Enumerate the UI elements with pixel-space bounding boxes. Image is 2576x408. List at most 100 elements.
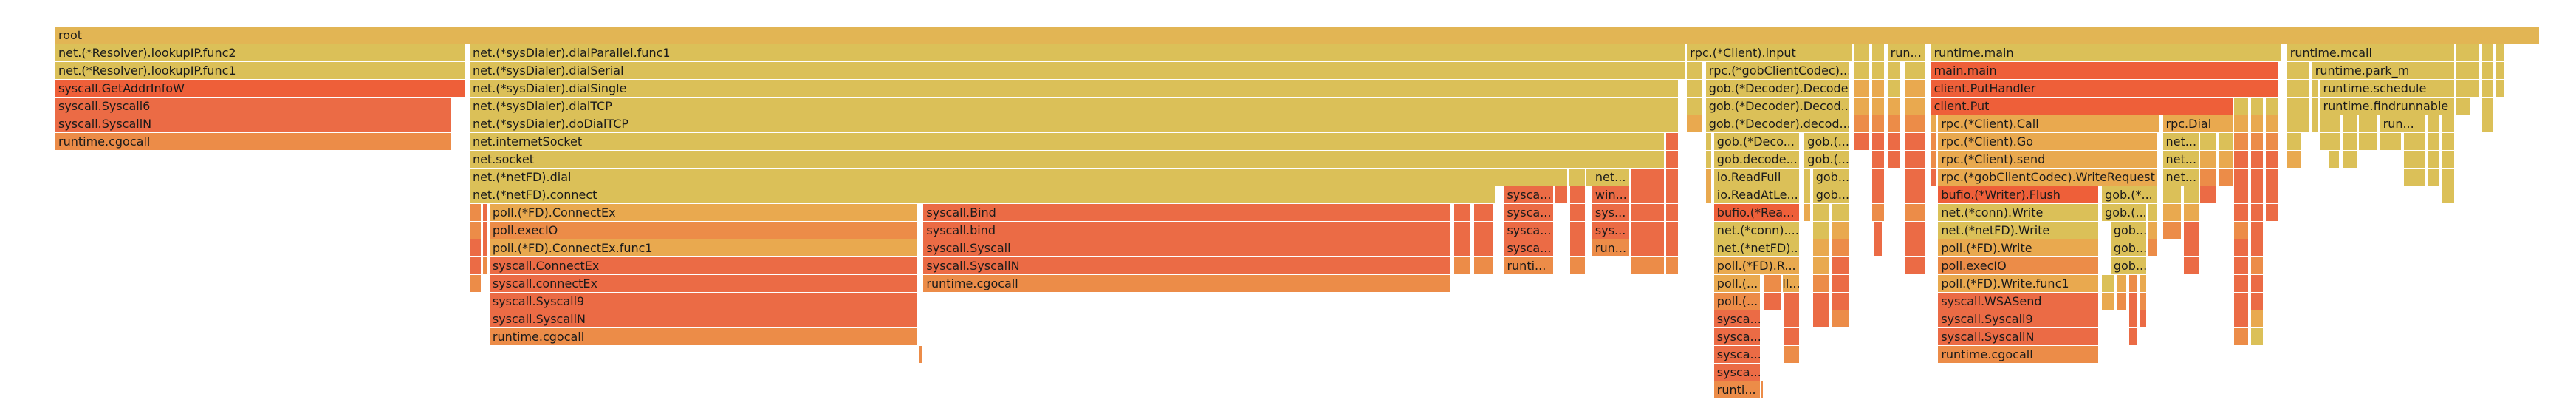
stack-frame[interactable]: sys... <box>1592 222 1631 239</box>
stack-frame-narrow[interactable] <box>1931 133 1938 151</box>
stack-frame[interactable]: win... <box>1592 186 1631 204</box>
stack-frame[interactable]: sysca... <box>1713 364 1761 381</box>
stack-frame-narrow[interactable] <box>1871 133 1886 151</box>
stack-frame-narrow[interactable] <box>1871 115 1886 133</box>
stack-frame-narrow[interactable] <box>482 222 490 239</box>
stack-frame-narrow[interactable] <box>2442 169 2456 186</box>
stack-frame-narrow[interactable] <box>1854 133 1871 151</box>
stack-frame[interactable]: run... <box>2380 115 2427 133</box>
stack-frame-narrow[interactable] <box>2129 328 2138 346</box>
stack-frame-narrow[interactable] <box>1904 239 1927 257</box>
stack-frame-narrow[interactable] <box>1854 115 1871 133</box>
stack-frame[interactable]: sysca... <box>1504 204 1555 222</box>
stack-frame-narrow[interactable] <box>1764 275 1783 293</box>
stack-frame-narrow[interactable] <box>1687 62 1703 80</box>
stack-frame-narrow[interactable] <box>2442 151 2456 169</box>
stack-frame-narrow[interactable] <box>2286 80 2311 98</box>
stack-frame-narrow[interactable] <box>2403 169 2427 186</box>
stack-frame-narrow[interactable] <box>2427 151 2442 169</box>
stack-frame-narrow[interactable] <box>1631 204 1665 222</box>
stack-frame[interactable]: rpc.(*gobClientCodec)... <box>1705 62 1850 80</box>
stack-frame-narrow[interactable] <box>2250 115 2265 133</box>
stack-frame[interactable]: gob.decode... <box>1713 151 1801 169</box>
stack-frame-narrow[interactable] <box>2312 80 2320 98</box>
stack-frame[interactable]: client.Put <box>1931 98 2235 115</box>
stack-frame-narrow[interactable] <box>2286 62 2311 80</box>
stack-frame-narrow[interactable] <box>2234 293 2250 310</box>
stack-frame-narrow[interactable] <box>1812 275 1830 293</box>
stack-frame[interactable]: runtime.schedule <box>2320 80 2456 98</box>
stack-frame[interactable]: syscall.Syscall9 <box>1938 310 2100 328</box>
stack-frame[interactable]: syscall.Syscall9 <box>489 293 919 310</box>
stack-frame-narrow[interactable] <box>482 257 490 275</box>
stack-frame-narrow[interactable] <box>469 275 483 293</box>
stack-frame-narrow[interactable] <box>2184 222 2200 239</box>
stack-frame[interactable]: net.(*Resolver).lookupIP.func1 <box>55 62 467 80</box>
stack-frame-narrow[interactable] <box>2162 204 2183 222</box>
stack-frame-narrow[interactable] <box>1874 239 1883 257</box>
stack-frame-narrow[interactable] <box>1904 133 1927 151</box>
stack-frame-narrow[interactable] <box>1784 293 1801 310</box>
stack-frame-narrow[interactable] <box>2286 151 2302 169</box>
stack-frame[interactable]: rpc.(*Client).send <box>1938 151 2159 169</box>
stack-frame-narrow[interactable] <box>2234 115 2250 133</box>
stack-frame[interactable]: net.(*netFD).Write <box>1938 222 2100 239</box>
stack-frame-narrow[interactable] <box>2234 133 2250 151</box>
stack-frame-narrow[interactable] <box>2403 151 2427 169</box>
stack-frame-narrow[interactable] <box>2456 44 2481 62</box>
stack-frame-narrow[interactable] <box>2250 239 2265 257</box>
stack-frame-narrow[interactable] <box>2427 169 2442 186</box>
stack-frame-narrow[interactable] <box>1705 186 1713 204</box>
stack-frame-narrow[interactable] <box>2219 169 2235 186</box>
stack-frame-narrow[interactable] <box>1454 257 1473 275</box>
stack-frame-narrow[interactable] <box>1887 98 1902 115</box>
stack-frame-narrow[interactable] <box>1631 169 1665 186</box>
stack-frame[interactable]: syscall.ConnectEx <box>489 257 919 275</box>
stack-frame[interactable]: sysca... <box>1504 186 1555 204</box>
stack-frame[interactable]: net.(*sysDialer).dialSingle <box>469 80 1680 98</box>
stack-frame[interactable]: net.(*netFD).dial <box>469 169 1665 186</box>
stack-frame[interactable]: gob.(... <box>2102 204 2148 222</box>
stack-frame[interactable]: sysca... <box>1504 239 1555 257</box>
stack-frame-narrow[interactable] <box>469 204 483 222</box>
stack-frame-narrow[interactable] <box>1761 381 1765 399</box>
stack-frame-narrow[interactable] <box>1631 222 1665 239</box>
stack-frame-narrow[interactable] <box>1474 204 1495 222</box>
stack-frame[interactable]: net.internetSocket <box>469 133 1665 151</box>
stack-frame[interactable]: runtime.cgocall <box>489 328 919 346</box>
stack-frame-narrow[interactable] <box>1832 204 1850 222</box>
stack-frame[interactable]: syscall.WSASend <box>1938 293 2100 310</box>
stack-frame-narrow[interactable] <box>1665 204 1680 222</box>
stack-frame-narrow[interactable] <box>1854 44 1871 62</box>
stack-frame-narrow[interactable] <box>2184 257 2200 275</box>
stack-frame-narrow[interactable] <box>2199 186 2218 204</box>
stack-frame-narrow[interactable] <box>2250 310 2265 328</box>
stack-frame[interactable]: sysca... <box>1713 310 1761 328</box>
stack-frame[interactable]: gob.(... <box>1804 133 1850 151</box>
stack-frame-narrow[interactable] <box>1904 257 1927 275</box>
stack-frame-narrow[interactable] <box>2219 151 2235 169</box>
stack-frame[interactable]: runtime.cgocall <box>1938 346 2100 364</box>
stack-frame[interactable]: poll.execIO <box>1938 257 2100 275</box>
stack-frame-narrow[interactable] <box>2250 169 2265 186</box>
stack-frame[interactable]: syscall.SyscallN <box>1938 328 2100 346</box>
stack-frame-narrow[interactable] <box>2266 151 2280 169</box>
stack-frame[interactable]: gob... <box>2110 239 2148 257</box>
stack-frame-narrow[interactable] <box>2234 239 2250 257</box>
stack-frame-narrow[interactable] <box>2456 98 2471 115</box>
stack-frame-narrow[interactable] <box>1569 257 1586 275</box>
stack-frame-narrow[interactable] <box>1812 239 1830 257</box>
stack-frame-narrow[interactable] <box>1665 133 1680 151</box>
stack-frame-narrow[interactable] <box>1812 257 1830 275</box>
stack-frame-narrow[interactable] <box>1854 98 1871 115</box>
stack-frame-narrow[interactable] <box>469 222 483 239</box>
stack-frame[interactable]: rpc.Dial <box>2162 115 2235 133</box>
stack-frame-narrow[interactable] <box>1665 257 1680 275</box>
stack-frame[interactable]: gob.(*Decoder).decod... <box>1705 115 1850 133</box>
stack-frame-narrow[interactable] <box>2481 98 2495 115</box>
stack-frame-narrow[interactable] <box>1784 310 1801 328</box>
stack-frame-narrow[interactable] <box>1474 257 1495 275</box>
stack-frame-narrow[interactable] <box>2129 310 2138 328</box>
stack-frame-narrow[interactable] <box>2162 186 2183 204</box>
stack-frame[interactable]: runti... <box>1713 381 1761 399</box>
